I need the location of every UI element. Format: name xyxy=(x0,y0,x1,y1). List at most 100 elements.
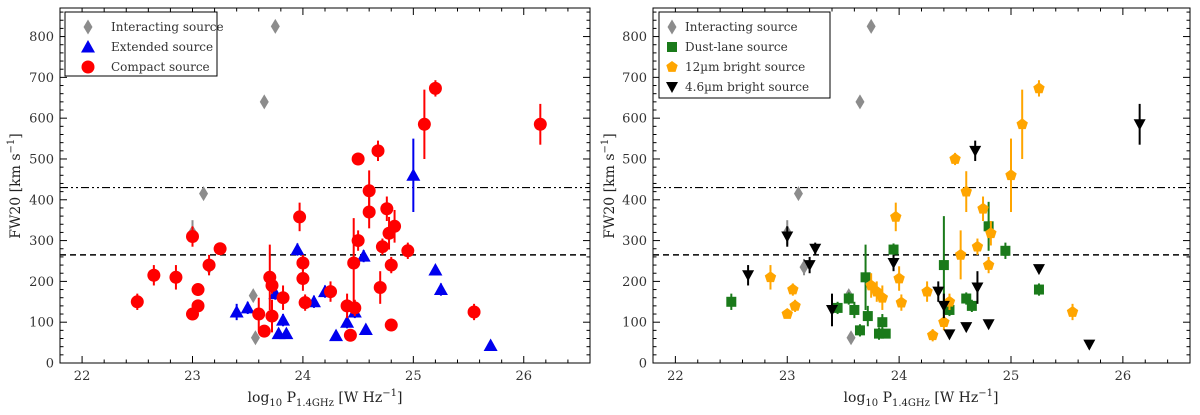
right-dust-lane-source-point xyxy=(961,293,972,304)
left-interacting-source-point xyxy=(250,330,260,346)
left-compact-source-point xyxy=(186,230,199,244)
left-compact-source-point xyxy=(373,281,387,295)
right-x-tick-label: 22 xyxy=(667,369,684,384)
right-dust-lane-source-point xyxy=(877,317,888,328)
right-12-m-bright-source-point xyxy=(895,296,908,308)
left-compact-source-point xyxy=(293,210,307,224)
left-compact-source-point xyxy=(252,307,266,321)
left-compact-source-point xyxy=(265,278,279,292)
left-extended-source-point xyxy=(329,328,344,342)
left-compact-source-point xyxy=(380,202,394,216)
left-x-axis-label: log10 P1.4GHz [W Hz−1] xyxy=(248,388,403,409)
right-12-m-bright-source-point xyxy=(985,227,997,239)
right-legend-label-12um: 12µm bright source xyxy=(685,60,805,74)
left-compact-source-point xyxy=(533,117,547,131)
left-compact-source-point xyxy=(401,244,415,258)
left-compact-source-point xyxy=(169,270,183,284)
left-compact-source-point xyxy=(351,152,365,166)
left-interacting-source-point xyxy=(259,94,269,110)
left-extended-source-point xyxy=(290,242,305,256)
right-legend-label-46um: 4.6µm bright source xyxy=(685,80,809,94)
left-y-tick-label: 600 xyxy=(29,112,54,127)
right-legend-marker-12-m-bright-source xyxy=(666,61,678,72)
right-12-m-bright-source-point xyxy=(971,240,984,252)
right-dust-lane-source-point xyxy=(862,311,873,322)
left-compact-source-point xyxy=(362,205,376,219)
left-compact-source-point xyxy=(298,296,312,310)
right-dust-lane-source-point xyxy=(843,293,854,304)
left-x-tick-label: 23 xyxy=(184,369,201,384)
right-4-6-m-bright-source-point xyxy=(969,145,982,157)
right-12-m-bright-source-point xyxy=(926,329,939,341)
right-axis-ticks: 22 23 24 25 26 0 100 200 300 400 500 600 700 800 xyxy=(622,8,1191,384)
left-interacting-source-point xyxy=(248,288,258,304)
right-y-tick-label: 500 xyxy=(622,152,647,167)
right-4-6-m-bright-source-point xyxy=(932,286,945,298)
right-interacting-source-point xyxy=(855,94,865,110)
right-4-6-m-bright-source-point xyxy=(803,260,816,272)
right-12-m-bright-source-point xyxy=(954,248,967,260)
right-dust-lane-source-point xyxy=(873,328,884,339)
right-y-axis-label: FW20 [km s−1] xyxy=(600,133,618,238)
right-dust-lane-source-point xyxy=(888,244,899,255)
right-interacting-source-point xyxy=(846,330,856,346)
right-x-axis-label: log10 P1.4GHz [W Hz−1] xyxy=(844,388,999,409)
left-compact-source-point xyxy=(213,242,227,256)
left-data-marks xyxy=(130,18,547,351)
right-12-m-bright-source-point xyxy=(977,202,989,214)
left-compact-source-point xyxy=(191,283,205,297)
left-x-tick-label: 24 xyxy=(295,369,312,384)
right-y-tick-label: 400 xyxy=(622,193,647,208)
left-y-tick-label: 500 xyxy=(29,152,54,167)
right-dust-lane-source-point xyxy=(1033,284,1044,295)
left-compact-source-point xyxy=(428,81,442,95)
right-12-m-bright-source-point xyxy=(982,259,995,270)
right-12-m-bright-source-point xyxy=(789,299,801,311)
left-extended-source-point xyxy=(229,304,244,318)
left-y-tick-label: 0 xyxy=(46,357,54,372)
left-extended-source-point xyxy=(279,326,294,340)
right-12-m-bright-source-point xyxy=(938,316,950,328)
right-12-m-bright-source-point xyxy=(1066,305,1079,317)
left-extended-source-point xyxy=(340,315,355,328)
right-y-tick-label: 600 xyxy=(622,112,647,127)
right-y-tick-label: 200 xyxy=(622,275,647,290)
left-y-tick-label: 400 xyxy=(29,193,54,208)
left-legend-label-compact: Compact source xyxy=(111,60,210,74)
right-y-tick-label: 800 xyxy=(622,30,647,45)
right-4-6-m-bright-source-point xyxy=(960,322,973,334)
left-compact-source-point xyxy=(276,291,290,305)
left-compact-source-point xyxy=(296,272,310,286)
left-compact-source-point xyxy=(362,184,376,198)
left-y-tick-label: 700 xyxy=(29,71,54,86)
right-4-6-m-bright-source-point xyxy=(937,300,950,312)
right-legend-box xyxy=(658,11,831,99)
right-legend: Interacting source Dust-lane source 12µm… xyxy=(658,11,831,99)
left-compact-source-point xyxy=(202,258,216,272)
left-x-tick-label: 25 xyxy=(405,369,422,384)
right-4-6-m-bright-source-point xyxy=(971,282,984,294)
left-compact-source-point xyxy=(265,309,279,323)
left-y-tick-label: 200 xyxy=(29,275,54,290)
right-interacting-source-point xyxy=(793,186,803,202)
right-legend-label-interacting: Interacting source xyxy=(685,20,798,34)
right-dust-lane-source-point xyxy=(849,304,860,315)
left-compact-source-point xyxy=(467,305,481,319)
right-dust-lane-source-point xyxy=(1000,245,1011,256)
left-compact-source-point xyxy=(324,285,338,299)
left-extended-source-point xyxy=(240,300,255,314)
right-data-marks xyxy=(726,18,1146,351)
right-reference-lines xyxy=(653,186,1190,256)
right-12-m-bright-source-point xyxy=(949,152,961,164)
right-panel: 22 23 24 25 26 0 100 200 300 400 500 600 700 800 Inte… xyxy=(600,7,1191,409)
right-y-tick-label: 0 xyxy=(639,357,647,372)
right-12-m-bright-source-point xyxy=(764,271,777,283)
right-4-6-m-bright-source-point xyxy=(781,231,794,243)
left-compact-source-point xyxy=(375,240,389,254)
right-12-m-bright-source-point xyxy=(1005,169,1017,181)
right-dust-lane-source-point xyxy=(854,325,865,336)
left-extended-source-point xyxy=(358,322,373,336)
right-12-m-bright-source-point xyxy=(781,308,793,319)
left-legend-marker-compact-source xyxy=(81,60,95,74)
right-4-6-m-bright-source-point xyxy=(943,329,956,341)
